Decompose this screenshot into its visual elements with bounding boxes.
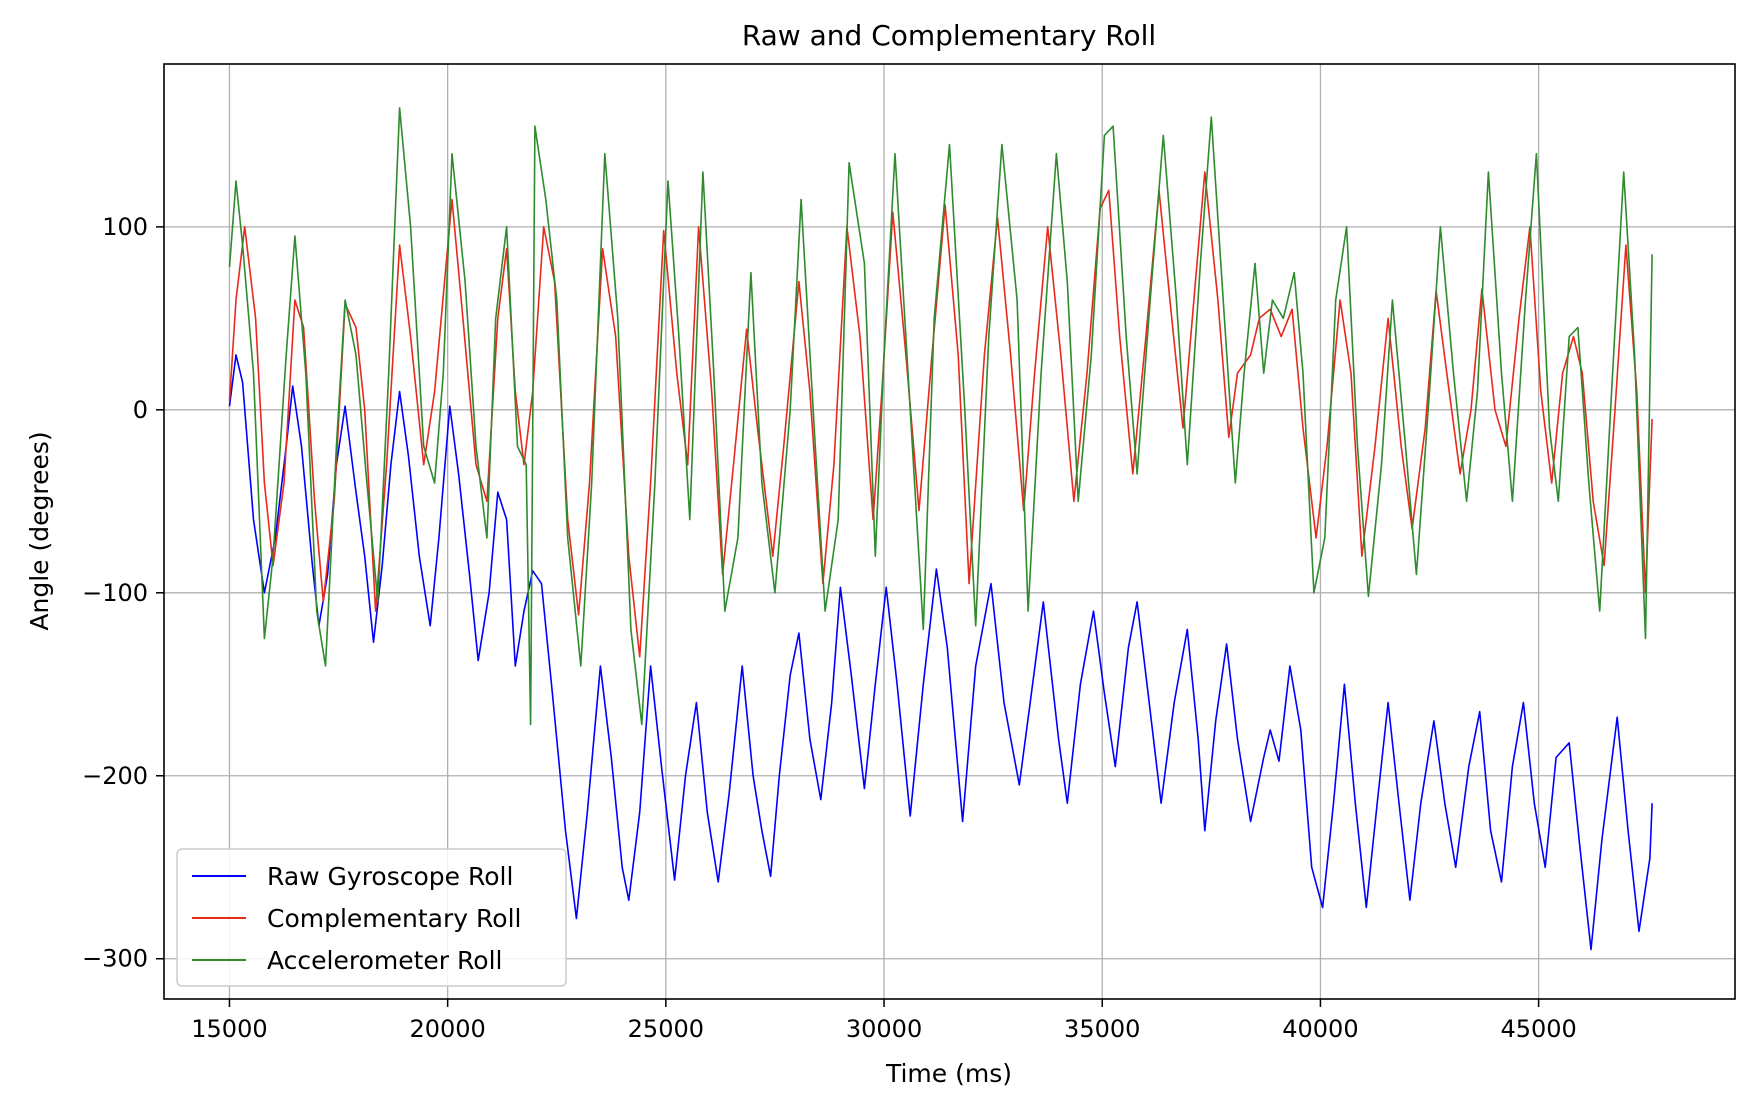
legend-label-complementary-roll: Complementary Roll [267, 904, 521, 933]
y-axis-title: Angle (degrees) [25, 431, 54, 630]
chart-title: Raw and Complementary Roll [742, 19, 1156, 52]
legend-box [176, 848, 567, 987]
x-tick-label: 30000 [846, 1015, 922, 1043]
x-tick-label: 45000 [1500, 1015, 1576, 1043]
x-tick-label: 35000 [1064, 1015, 1140, 1043]
y-tick-label: −100 [82, 579, 148, 607]
legend-label-accelerometer-roll: Accelerometer Roll [267, 946, 502, 975]
x-tick-label: 40000 [1282, 1015, 1358, 1043]
series-line-accelerometer-roll [228, 107, 1653, 726]
x-tick-label: 20000 [409, 1015, 485, 1043]
legend: Raw Gyroscope Roll Complementary Roll Ac… [176, 848, 567, 987]
legend-label-raw-gyroscope-roll: Raw Gyroscope Roll [267, 862, 513, 891]
y-tick-label: 0 [133, 396, 148, 424]
plot-area [228, 107, 1653, 951]
x-tick-label: 15000 [191, 1015, 267, 1043]
x-axis-title: Time (ms) [885, 1059, 1012, 1088]
series-line-complementary-roll [228, 171, 1653, 658]
y-tick-label: 100 [102, 213, 148, 241]
plot-frame [163, 63, 1736, 1000]
y-tick-label: −200 [82, 762, 148, 790]
y-axis-ticks: 100 0 −100 −200 −300 [82, 213, 164, 973]
series-group [228, 107, 1653, 951]
x-tick-label: 25000 [628, 1015, 704, 1043]
series-line-raw-gyroscope-roll [228, 354, 1653, 951]
x-axis-ticks: 15000 20000 25000 30000 35000 40000 45000 [191, 999, 1577, 1043]
y-tick-label: −300 [82, 945, 148, 973]
